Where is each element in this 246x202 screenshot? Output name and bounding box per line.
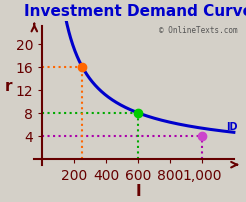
Title: Investment Demand Curve: Investment Demand Curve [24,4,246,19]
Y-axis label: r: r [5,78,12,93]
Text: © OnlineTexts.com: © OnlineTexts.com [159,26,238,35]
Text: ID: ID [226,121,237,131]
X-axis label: I: I [135,183,141,198]
